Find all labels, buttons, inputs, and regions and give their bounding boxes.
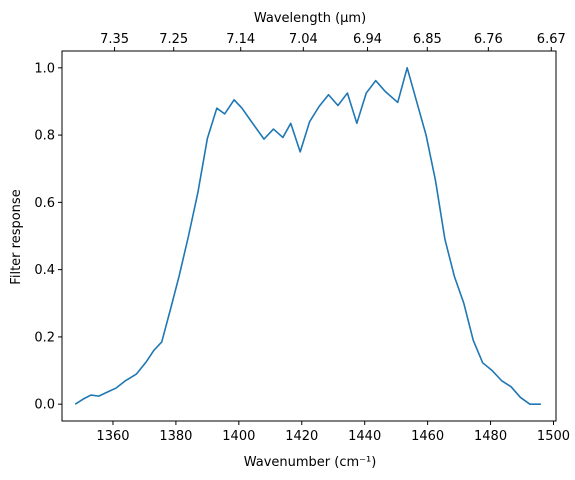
- x-tick-label: 1400: [222, 429, 255, 444]
- top-tick-label: 7.25: [159, 32, 188, 47]
- top-tick-label: 7.35: [100, 32, 129, 47]
- top-tick-label: 7.04: [289, 32, 318, 47]
- x-axis-label: Wavenumber (cm⁻¹): [244, 455, 377, 470]
- top-tick-label: 6.94: [353, 32, 382, 47]
- y-tick-label: 0.8: [34, 129, 55, 144]
- x-tick-label: 1500: [537, 429, 570, 444]
- y-tick-label: 0.4: [34, 263, 55, 278]
- y-tick-label: 0.6: [34, 196, 55, 211]
- x-tick-label: 1360: [96, 429, 129, 444]
- y-tick-label: 0.2: [34, 330, 55, 345]
- y-axis-label: Filter response: [9, 189, 24, 284]
- y-tick-label: 1.0: [34, 61, 55, 76]
- plot-frame: [61, 50, 557, 422]
- y-tick-label: 0.0: [34, 398, 55, 413]
- x-tick-label: 1460: [411, 429, 444, 444]
- series-line-0: [74, 67, 541, 405]
- plot-area: 1360 1380 1400 1420 1440 1460 1480 1500 0.0 0.2 0.…: [34, 32, 570, 444]
- top-tick-label: 6.67: [537, 32, 566, 47]
- top-axis-label: Wavelength (μm): [254, 11, 366, 26]
- x-tick-label: 1480: [474, 429, 507, 444]
- x-tick-label: 1420: [285, 429, 318, 444]
- x-tick-label: 1440: [348, 429, 381, 444]
- top-tick-label: 6.85: [413, 32, 442, 47]
- top-tick-label: 7.14: [226, 32, 255, 47]
- top-tick-label: 6.76: [474, 32, 503, 47]
- x-tick-label: 1380: [159, 429, 192, 444]
